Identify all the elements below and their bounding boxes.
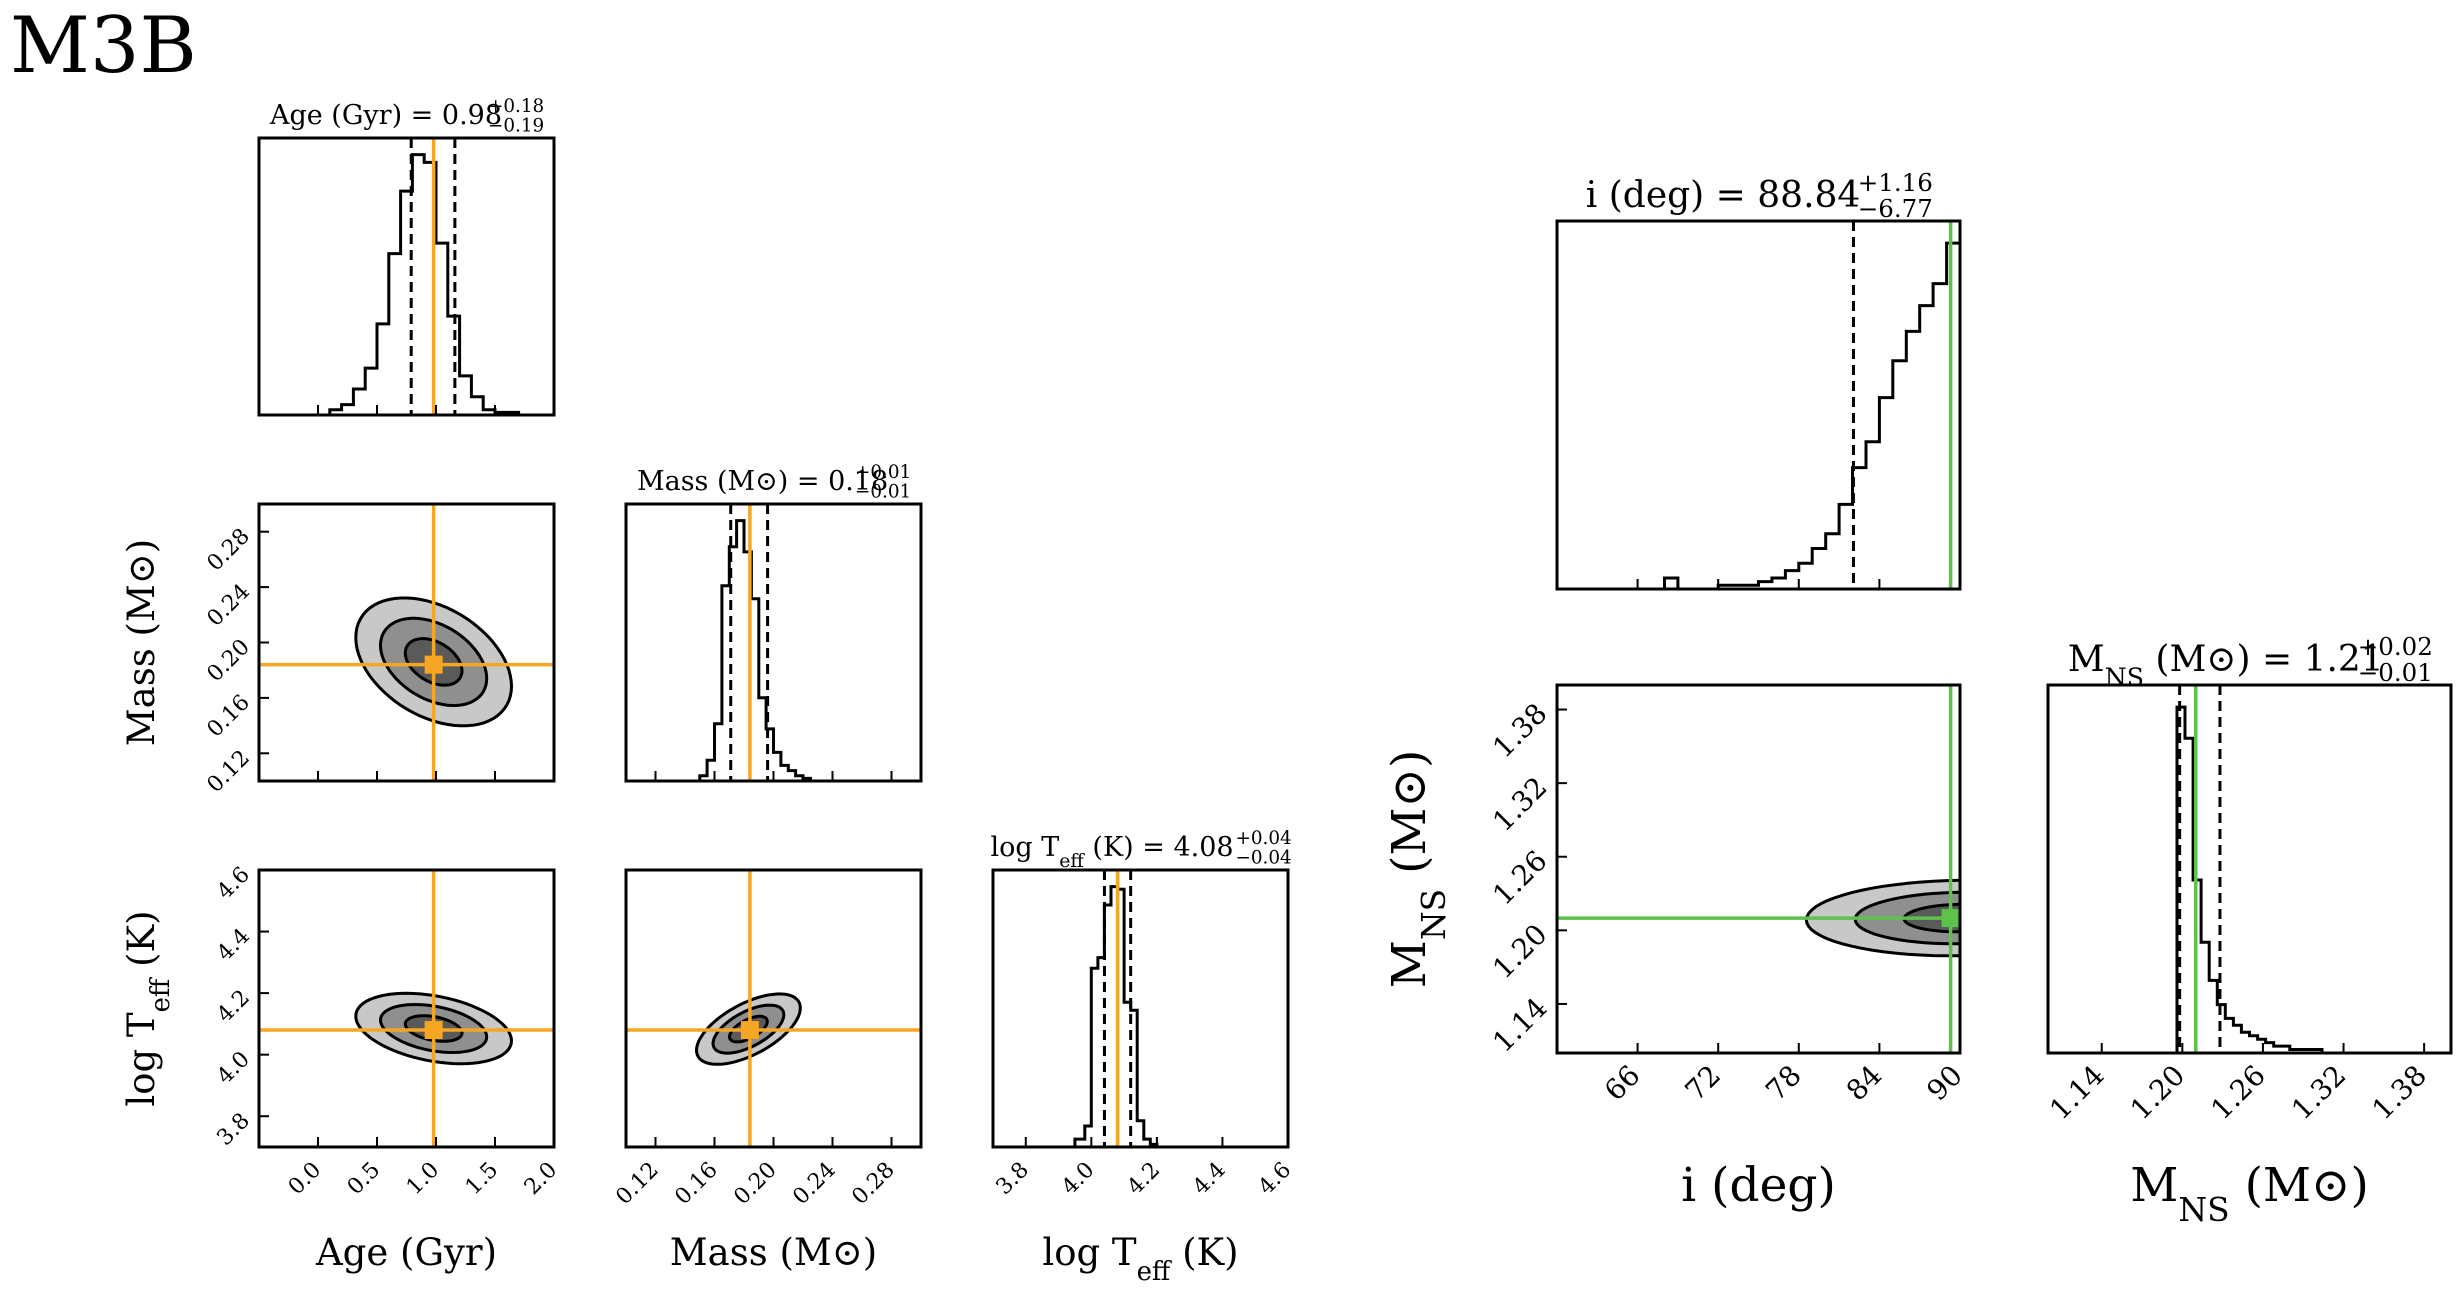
age-title-upper: +0.18 — [488, 96, 544, 117]
x-tick-label: 1.32 — [2285, 1059, 2352, 1126]
logteff-y-axis-label: log Teff (K) — [120, 910, 176, 1106]
age-x-axis-label: Age (Gyr) — [315, 1231, 497, 1274]
incl-title: i (deg) = 88.84+1.16−6.77 — [1586, 168, 1933, 223]
logteff-x-axis-label: log Teff (K) — [1042, 1231, 1238, 1287]
left-corner-panel-2-2: log Teff (K) = 4.08 +0.04−0.04 3.8 4.0 4.2 4.… — [990, 828, 1296, 1287]
age-title-lower: −0.19 — [488, 116, 544, 137]
right-corner-panel-0-0: i (deg) = 88.84+1.16−6.77 — [1555, 168, 1962, 591]
axes-frame — [257, 868, 556, 1149]
x-tick-label: 1.38 — [2366, 1059, 2433, 1126]
age-title-main: Age (Gyr) = 0.98 — [269, 100, 502, 131]
mass-vs-age-contours — [259, 504, 554, 781]
x-tick-label: 4.6 — [1254, 1158, 1296, 1200]
mass-y-axis-label: Mass (M⊙) — [120, 539, 163, 746]
mns-y-axis-label: MNS (M⊙) — [1382, 750, 1453, 989]
axes-frame — [1555, 683, 1962, 1055]
x-tick-label: 90 — [1920, 1059, 1969, 1108]
x-tick-label: 3.8 — [992, 1158, 1034, 1200]
x-tick-label: 4.2 — [1123, 1158, 1165, 1200]
truth-marker — [424, 1021, 443, 1040]
logteff-title-main: log Teff (K) = 4.08 — [990, 832, 1233, 872]
axes-frame — [2046, 683, 2453, 1055]
x-tick-label: 1.26 — [2204, 1059, 2271, 1126]
left-corner-panel-0-0: Age (Gyr) = 0.98+0.18−0.19 — [257, 96, 556, 417]
left-corner-panel-1-0: 0.120.160.200.240.28 Mass (M⊙) — [120, 502, 556, 798]
left-corner-panel-1-1: Mass (M⊙) = 0.18+0.01−0.01 — [624, 462, 923, 783]
x-tick-label: 1.5 — [461, 1158, 503, 1200]
figure-label: M3B — [10, 1, 197, 91]
y-tick-label: 0.12 — [203, 746, 255, 798]
y-tick-label: 1.38 — [1486, 697, 1553, 764]
axes-frame — [991, 868, 1290, 1149]
truth-marker — [424, 655, 443, 674]
incl-x-axis-label: i (deg) — [1681, 1158, 1836, 1213]
y-tick-label: 0.20 — [203, 635, 255, 687]
mns-title-main: MNS (M⊙) = 1.21 — [2068, 639, 2384, 692]
mass-title-upper: +0.01 — [855, 462, 911, 483]
mass-title: Mass (M⊙) = 0.18+0.01−0.01 — [637, 462, 911, 503]
mass-x-axis-label: Mass (M⊙) — [670, 1231, 877, 1274]
x-tick-label: 1.0 — [402, 1158, 444, 1200]
x-tick-label: 0.5 — [343, 1158, 385, 1200]
x-tick-label: 84 — [1840, 1059, 1889, 1108]
y-tick-label: 4.4 — [212, 924, 254, 966]
x-tick-label: 1.20 — [2124, 1059, 2191, 1126]
x-tick-label: 0.24 — [788, 1158, 840, 1210]
x-tick-label: 1.14 — [2043, 1059, 2110, 1126]
age-histogram — [328, 153, 521, 415]
x-tick-label: 0.28 — [847, 1158, 899, 1210]
x-tick-label: 66 — [1598, 1059, 1647, 1108]
mass-title-lower: −0.01 — [855, 482, 911, 503]
x-tick-label: 78 — [1759, 1059, 1808, 1108]
y-tick-label: 4.2 — [212, 985, 254, 1027]
incl-title-upper: +1.16 — [1858, 168, 1933, 197]
y-tick-label: 4.0 — [212, 1047, 254, 1089]
y-tick-label: 0.24 — [203, 579, 255, 631]
mns-title-upper: +0.02 — [2358, 632, 2433, 661]
right-corner-panel-1-1: MNS (M⊙) = 1.21+0.02−0.011.14 1.20 1.26 1.3… — [2043, 632, 2453, 1229]
logteff-vs-mass-contours — [626, 870, 921, 1147]
y-tick-label: 1.20 — [1486, 918, 1553, 985]
mns-x-axis-label: MNS (M⊙) — [2130, 1158, 2369, 1229]
axes-frame — [257, 502, 556, 783]
x-tick-label: 72 — [1679, 1059, 1728, 1108]
incl-title-main: i (deg) = 88.84 — [1586, 175, 1861, 216]
mns-histogram — [2175, 705, 2331, 1053]
y-tick-label: 1.14 — [1486, 991, 1553, 1058]
mass-title-main: Mass (M⊙) = 0.18 — [637, 466, 888, 497]
mns-vs-incl-contours — [1557, 685, 1960, 1053]
mns-title-lower: −0.01 — [2358, 658, 2433, 687]
logteff-title-lower: −0.04 — [1235, 848, 1291, 869]
left-corner-panel-2-0: 3.8 4.0 4.2 4.4 4.6 log Teff (K) 0.0 0.5 1.0 1.5 2… — [120, 862, 562, 1274]
x-tick-label: 0.16 — [670, 1158, 722, 1210]
axes-frame — [1555, 219, 1962, 591]
y-tick-label: 4.6 — [212, 862, 254, 904]
logteff-title: log Teff (K) = 4.08 +0.04−0.04 — [990, 828, 1291, 872]
logteff-vs-age-contours — [259, 870, 554, 1147]
right-corner-panel-1-0: 1.141.20 1.26 1.321.38 MNS (M⊙) 66 72 78 84 90 i … — [1382, 683, 1969, 1213]
x-tick-label: 0.12 — [611, 1158, 663, 1210]
x-tick-label: 0.20 — [729, 1158, 781, 1210]
y-tick-label: 3.8 — [212, 1108, 254, 1150]
x-tick-label: 4.0 — [1057, 1158, 1099, 1200]
plots-layer: Age (Gyr) = 0.98+0.18−0.190.120.160.200.… — [120, 96, 2453, 1287]
truth-marker — [740, 1021, 759, 1040]
logteff-title-upper: +0.04 — [1235, 828, 1291, 849]
y-tick-label: 0.28 — [203, 524, 255, 576]
truth-marker — [1941, 909, 1960, 928]
mass-histogram — [698, 519, 812, 781]
y-tick-label: 1.32 — [1486, 770, 1553, 837]
axes-frame — [257, 136, 556, 417]
x-tick-label: 2.0 — [520, 1158, 562, 1200]
y-tick-label: 0.16 — [203, 690, 255, 742]
left-corner-panel-2-1: 0.12 0.16 0.20 0.24 0.28 Mass (M⊙) — [611, 868, 923, 1274]
y-tick-label: 1.26 — [1486, 844, 1553, 911]
incl-histogram — [1663, 241, 1960, 589]
x-tick-label: 0.0 — [284, 1158, 326, 1200]
age-title: Age (Gyr) = 0.98+0.18−0.19 — [269, 96, 544, 137]
mns-title: MNS (M⊙) = 1.21+0.02−0.01 — [2068, 632, 2433, 692]
x-tick-label: 4.4 — [1188, 1158, 1230, 1200]
incl-title-lower: −6.77 — [1858, 194, 1933, 223]
